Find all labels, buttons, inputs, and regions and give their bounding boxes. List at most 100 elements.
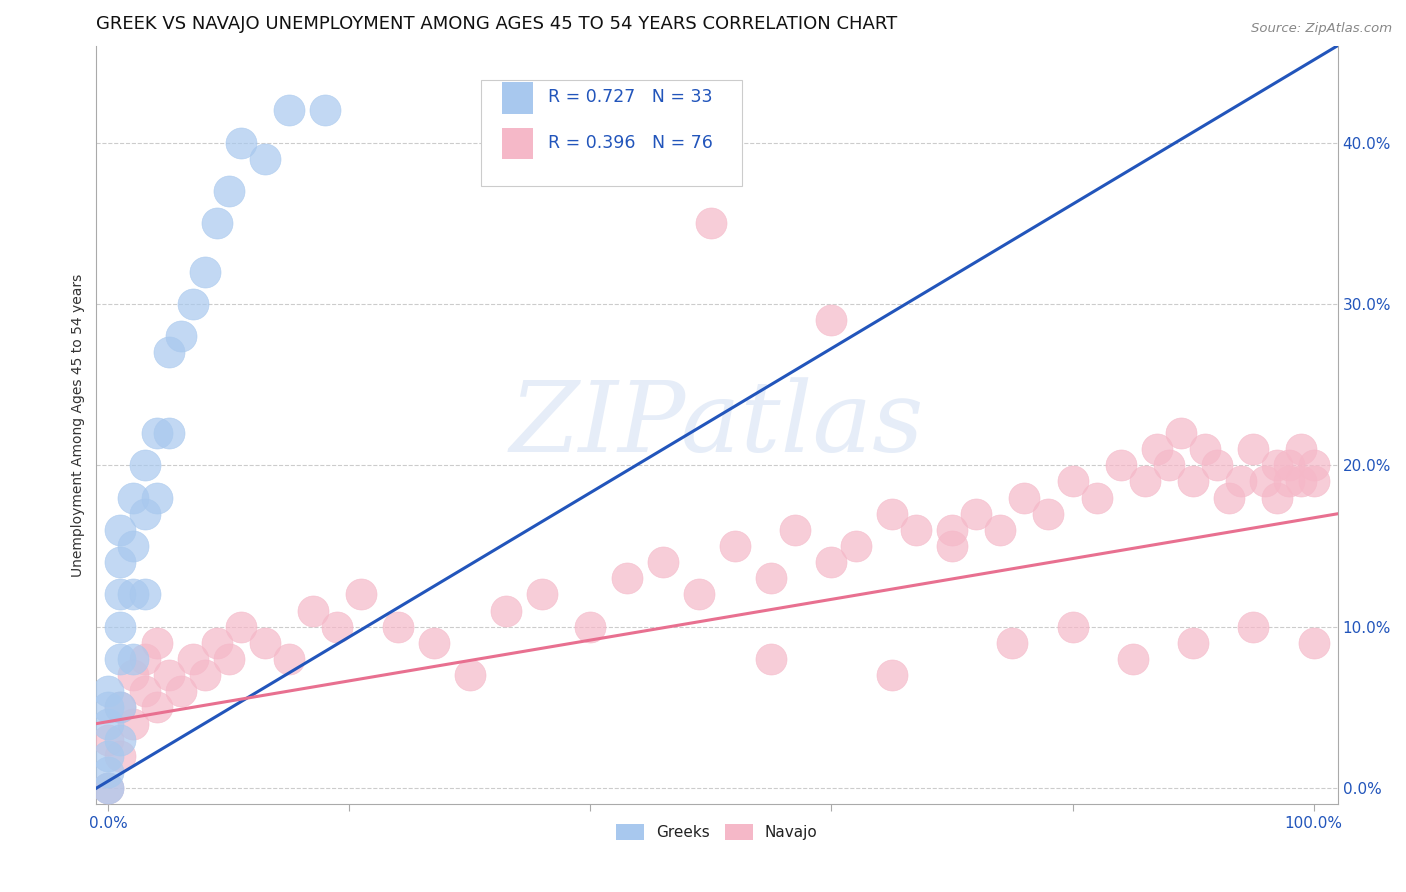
Point xyxy=(110,555,132,569)
Point xyxy=(1230,475,1253,489)
Point xyxy=(531,587,554,601)
Text: R = 0.727   N = 33: R = 0.727 N = 33 xyxy=(548,88,713,106)
Point xyxy=(157,425,180,440)
Text: ZIPatlas: ZIPatlas xyxy=(510,377,924,473)
Point xyxy=(579,620,602,634)
Point xyxy=(218,652,240,666)
Point xyxy=(134,652,156,666)
Point xyxy=(1267,491,1289,505)
Point xyxy=(880,507,903,521)
Point xyxy=(194,668,217,682)
Point xyxy=(1241,442,1264,457)
Text: GREEK VS NAVAJO UNEMPLOYMENT AMONG AGES 45 TO 54 YEARS CORRELATION CHART: GREEK VS NAVAJO UNEMPLOYMENT AMONG AGES … xyxy=(97,15,897,33)
Point xyxy=(145,700,167,714)
Point xyxy=(1206,458,1229,473)
Point xyxy=(145,491,167,505)
Point xyxy=(205,216,228,230)
Point xyxy=(1241,620,1264,634)
Point xyxy=(1302,458,1324,473)
Point xyxy=(278,652,301,666)
Point xyxy=(941,523,963,537)
Point xyxy=(423,636,446,650)
Point xyxy=(157,345,180,359)
Point xyxy=(700,216,723,230)
Point xyxy=(1291,475,1313,489)
Point xyxy=(110,587,132,601)
Point xyxy=(302,604,325,618)
FancyBboxPatch shape xyxy=(502,82,533,114)
Point xyxy=(121,716,143,731)
Point xyxy=(97,716,120,731)
Text: Source: ZipAtlas.com: Source: ZipAtlas.com xyxy=(1251,22,1392,36)
Point xyxy=(387,620,409,634)
Point xyxy=(1267,458,1289,473)
Text: R = 0.396   N = 76: R = 0.396 N = 76 xyxy=(548,134,713,152)
FancyBboxPatch shape xyxy=(502,128,533,160)
Point xyxy=(110,748,132,763)
Point xyxy=(145,636,167,650)
Point xyxy=(1122,652,1144,666)
Point xyxy=(350,587,373,601)
Point xyxy=(110,732,132,747)
Point xyxy=(97,684,120,698)
Point xyxy=(1001,636,1024,650)
Point xyxy=(97,781,120,796)
Y-axis label: Unemployment Among Ages 45 to 54 years: Unemployment Among Ages 45 to 54 years xyxy=(72,273,86,576)
Point xyxy=(181,297,204,311)
Point xyxy=(121,539,143,553)
Point xyxy=(110,620,132,634)
Point xyxy=(820,555,842,569)
Point xyxy=(1170,425,1192,440)
Point xyxy=(1182,475,1205,489)
Point xyxy=(121,652,143,666)
Point xyxy=(688,587,710,601)
Point xyxy=(218,184,240,198)
Point xyxy=(110,700,132,714)
Point xyxy=(785,523,807,537)
Point xyxy=(145,425,167,440)
Point xyxy=(1085,491,1108,505)
Point xyxy=(110,523,132,537)
Point xyxy=(1014,491,1036,505)
Point xyxy=(97,748,120,763)
Legend: Greeks, Navajo: Greeks, Navajo xyxy=(610,818,824,846)
Point xyxy=(988,523,1011,537)
Point xyxy=(1278,475,1301,489)
Point xyxy=(761,571,783,585)
Point xyxy=(97,732,120,747)
Point xyxy=(134,507,156,521)
Point xyxy=(170,684,193,698)
Point xyxy=(1182,636,1205,650)
Point xyxy=(134,458,156,473)
Point xyxy=(880,668,903,682)
Point xyxy=(134,587,156,601)
Point xyxy=(724,539,747,553)
Point xyxy=(965,507,987,521)
Point xyxy=(134,684,156,698)
Point xyxy=(121,491,143,505)
Point xyxy=(761,652,783,666)
Point xyxy=(1157,458,1180,473)
Point xyxy=(254,636,277,650)
Point xyxy=(1133,475,1156,489)
Point xyxy=(326,620,349,634)
Point xyxy=(121,587,143,601)
Point xyxy=(904,523,927,537)
Point xyxy=(1291,442,1313,457)
Point xyxy=(110,652,132,666)
Point xyxy=(495,604,517,618)
Point xyxy=(1218,491,1240,505)
Point xyxy=(1062,620,1084,634)
Point xyxy=(157,668,180,682)
Point xyxy=(1194,442,1216,457)
Point xyxy=(97,700,120,714)
Point xyxy=(845,539,868,553)
Point xyxy=(181,652,204,666)
Point xyxy=(1038,507,1060,521)
Point xyxy=(1146,442,1168,457)
Point xyxy=(110,700,132,714)
FancyBboxPatch shape xyxy=(481,79,742,186)
Point xyxy=(820,313,842,327)
Point xyxy=(229,620,252,634)
Point xyxy=(97,781,120,796)
